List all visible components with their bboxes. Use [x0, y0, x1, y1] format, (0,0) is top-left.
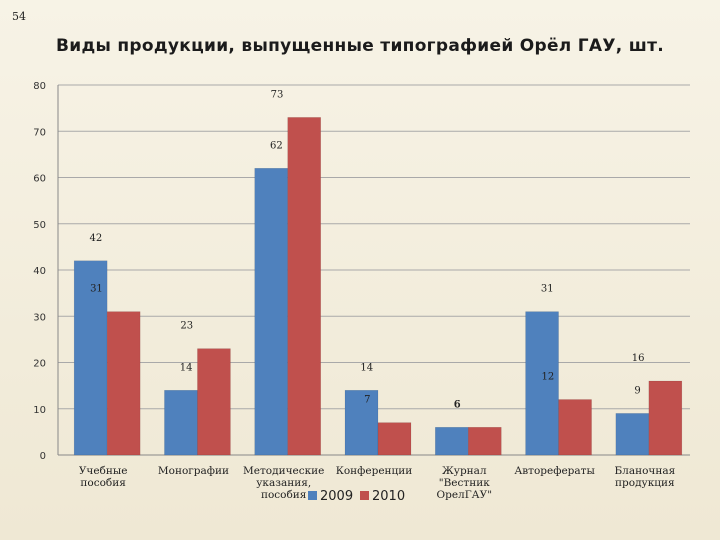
- bar-2009-0: [73, 260, 108, 456]
- data-label: 23: [180, 321, 193, 332]
- y-tick-label: 40: [33, 266, 46, 277]
- data-label: 16: [632, 353, 645, 364]
- category-label: Журнал: [442, 465, 487, 477]
- y-tick-label: 50: [33, 220, 46, 231]
- bar-2010-4: [468, 427, 502, 456]
- bar-2010-5: [558, 399, 592, 456]
- bar-2009-5: [525, 311, 559, 456]
- bar-2009-6: [615, 413, 650, 456]
- data-label: 73: [271, 89, 284, 100]
- data-label: 31: [541, 284, 554, 295]
- category-label: пособия: [80, 477, 126, 489]
- legend-label: 2009: [320, 489, 353, 504]
- y-tick-label: 20: [33, 359, 46, 370]
- y-tick-label: 80: [33, 81, 46, 92]
- data-label: 14: [180, 362, 193, 373]
- legend-swatch-2009: [308, 491, 317, 500]
- bar-2010-0: [106, 311, 141, 456]
- chart-title: Виды продукции, выпущенные типографией О…: [55, 36, 665, 56]
- y-tick-label: 10: [33, 405, 46, 416]
- category-label: пособия: [261, 489, 307, 501]
- bar-2009-1: [164, 390, 198, 456]
- data-label: 31: [90, 284, 103, 295]
- data-label: 9: [634, 385, 640, 396]
- data-label: 14: [360, 362, 373, 373]
- category-label: Бланочная: [614, 465, 675, 477]
- bar-2010-6: [648, 380, 683, 456]
- y-tick-label: 70: [33, 127, 46, 138]
- y-tick-label: 0: [40, 451, 46, 462]
- category-label: ОрелГАУ": [437, 489, 493, 501]
- category-label: Конференции: [336, 465, 413, 477]
- category-label: продукция: [615, 477, 675, 489]
- data-label: 6: [454, 399, 460, 410]
- data-label: 62: [270, 140, 283, 151]
- bar-2009-2: [254, 168, 288, 456]
- page-number: 54: [12, 10, 26, 23]
- data-label: 6: [454, 399, 460, 410]
- bar-2010-1: [197, 348, 231, 456]
- category-label: Методические: [243, 465, 324, 477]
- category-label: Учебные: [79, 465, 128, 477]
- data-label: 42: [89, 233, 102, 244]
- legend-label: 2010: [372, 489, 405, 504]
- y-tick-label: 60: [33, 174, 46, 185]
- category-label: "Вестник: [439, 477, 490, 489]
- data-label: 7: [364, 395, 370, 406]
- category-label: Авторефераты: [514, 465, 595, 477]
- bar-2009-3: [344, 390, 379, 456]
- y-tick-label: 30: [33, 312, 46, 323]
- category-label: Монографии: [158, 465, 229, 477]
- category-label: указания,: [256, 477, 311, 489]
- bar-2010-2: [287, 117, 321, 456]
- bar-2010-3: [377, 422, 412, 456]
- bar-2009-4: [435, 427, 469, 456]
- data-label: 12: [542, 372, 555, 383]
- legend-swatch-2010: [360, 491, 369, 500]
